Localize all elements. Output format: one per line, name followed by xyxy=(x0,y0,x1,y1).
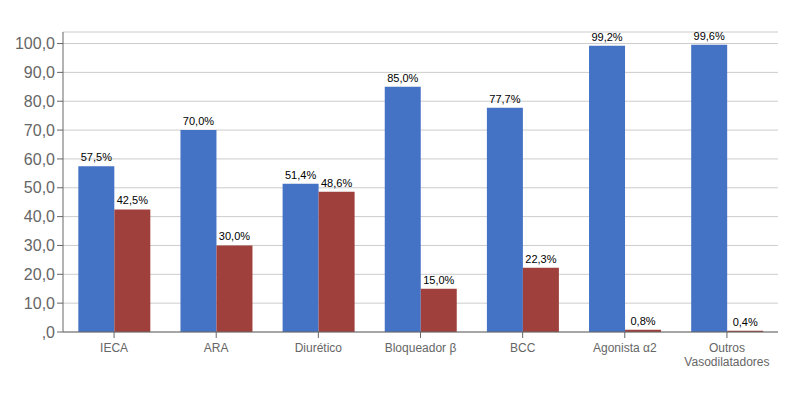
svg-text:0,4%: 0,4% xyxy=(733,316,758,328)
svg-text:90,0: 90,0 xyxy=(24,64,55,81)
svg-text:,0: ,0 xyxy=(42,324,55,341)
svg-text:Diurético: Diurético xyxy=(295,341,343,355)
svg-text:100,0: 100,0 xyxy=(15,35,55,52)
svg-text:10,0: 10,0 xyxy=(24,295,55,312)
svg-text:80,0: 80,0 xyxy=(24,93,55,110)
svg-text:20,0: 20,0 xyxy=(24,266,55,283)
svg-text:60,0: 60,0 xyxy=(24,151,55,168)
svg-text:OutrosVasodilatadores: OutrosVasodilatadores xyxy=(684,341,769,369)
svg-text:ARA: ARA xyxy=(204,341,229,355)
svg-text:50,0: 50,0 xyxy=(24,179,55,196)
svg-text:30,0: 30,0 xyxy=(24,237,55,254)
svg-text:40,0: 40,0 xyxy=(24,208,55,225)
svg-text:22,3%: 22,3% xyxy=(525,253,556,265)
svg-text:99,6%: 99,6% xyxy=(694,30,725,42)
svg-text:42,5%: 42,5% xyxy=(117,194,148,206)
svg-text:77,7%: 77,7% xyxy=(489,93,520,105)
svg-text:70,0%: 70,0% xyxy=(183,115,214,127)
svg-text:30,0%: 30,0% xyxy=(219,230,250,242)
svg-text:IECA: IECA xyxy=(100,341,128,355)
svg-text:Agonista α2: Agonista α2 xyxy=(593,341,657,355)
svg-text:70,0: 70,0 xyxy=(24,122,55,139)
svg-text:BCC: BCC xyxy=(510,341,536,355)
svg-text:51,4%: 51,4% xyxy=(285,169,316,181)
svg-text:0,8%: 0,8% xyxy=(630,315,655,327)
svg-text:85,0%: 85,0% xyxy=(387,72,418,84)
svg-text:Bloqueador β: Bloqueador β xyxy=(385,341,457,355)
svg-text:99,2%: 99,2% xyxy=(591,31,622,43)
svg-text:15,0%: 15,0% xyxy=(423,274,454,286)
svg-text:57,5%: 57,5% xyxy=(81,151,112,163)
svg-text:48,6%: 48,6% xyxy=(321,177,352,189)
